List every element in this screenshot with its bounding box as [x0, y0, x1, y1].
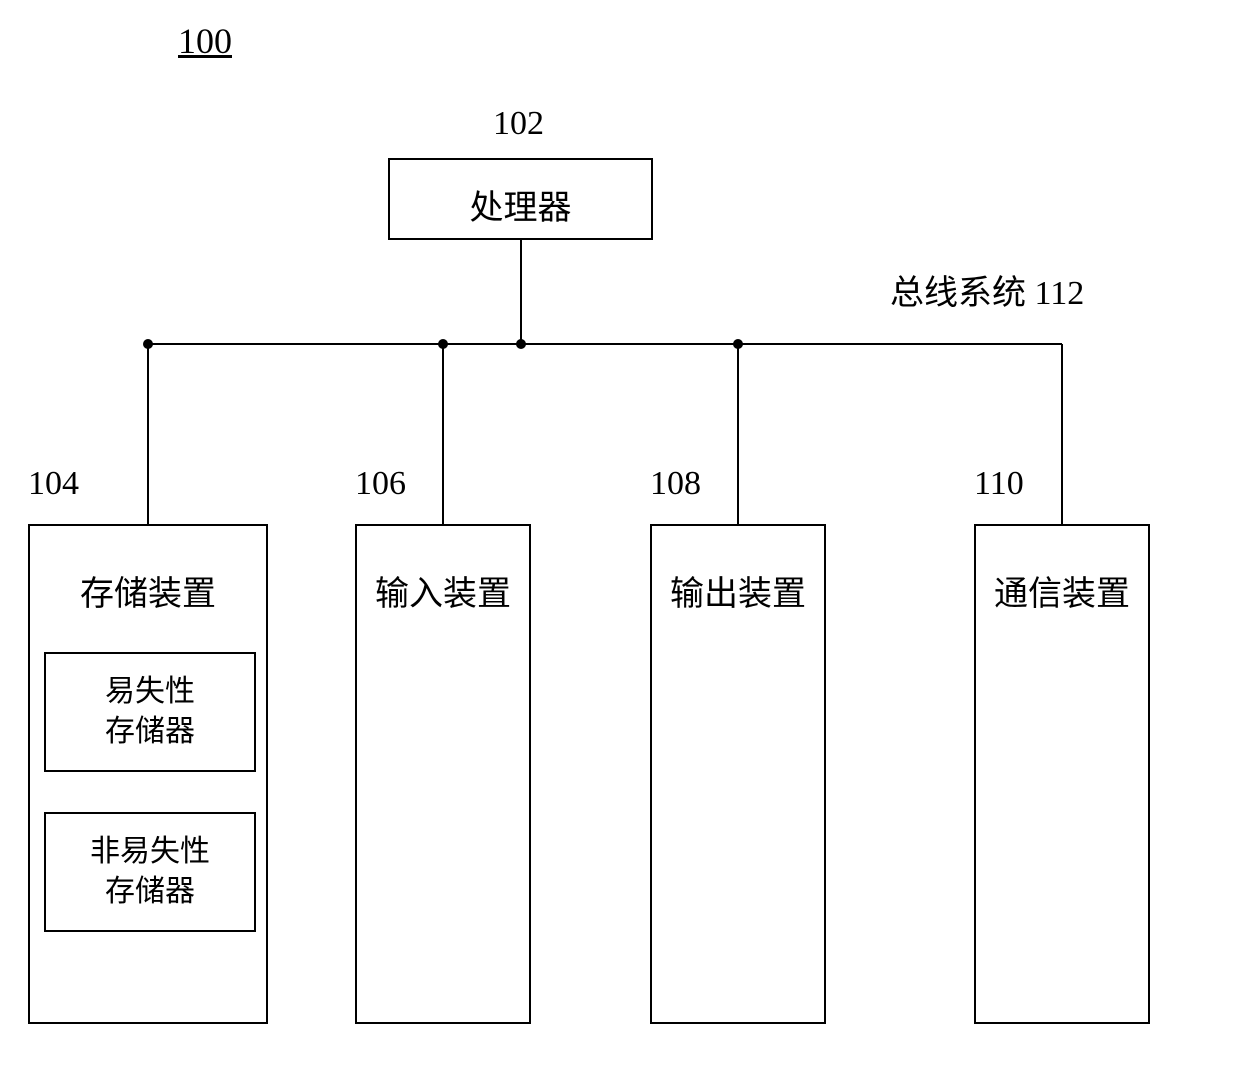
output-ref-label: 108 [650, 465, 701, 503]
nonvolatile-line2: 存储器 [105, 872, 195, 913]
input-device: 输入装置 [355, 524, 531, 1024]
volatile-memory: 易失性 存储器 [44, 652, 256, 772]
storage-text: 存储装置 [30, 566, 266, 615]
output-text: 输出装置 [652, 566, 824, 615]
comm-ref-label: 110 [974, 465, 1024, 503]
nonvolatile-line1: 非易失性 [90, 832, 210, 873]
non-volatile-memory: 非易失性 存储器 [44, 812, 256, 932]
storage-device: 存储装置 易失性 存储器 非易失性 存储器 [28, 524, 268, 1024]
output-device: 输出装置 [650, 524, 826, 1024]
comm-text: 通信装置 [976, 566, 1148, 615]
input-ref-label: 106 [355, 465, 406, 503]
input-text: 输入装置 [357, 566, 529, 615]
volatile-line1: 易失性 [105, 672, 195, 713]
storage-ref-label: 104 [28, 465, 79, 503]
volatile-line2: 存储器 [105, 712, 195, 753]
communication-device: 通信装置 [974, 524, 1150, 1024]
